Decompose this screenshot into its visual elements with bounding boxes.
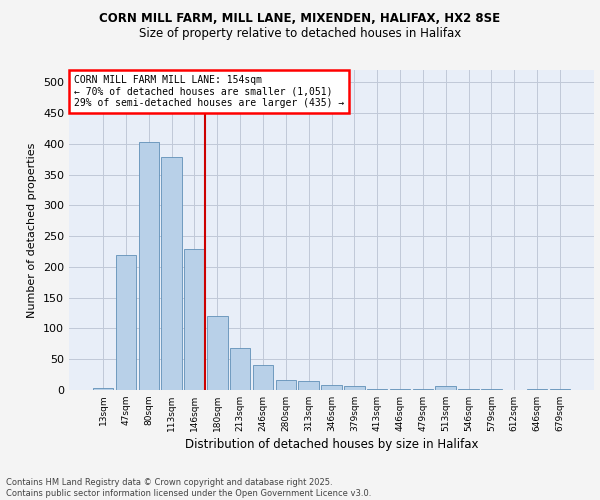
Text: CORN MILL FARM, MILL LANE, MIXENDEN, HALIFAX, HX2 8SE: CORN MILL FARM, MILL LANE, MIXENDEN, HAL… <box>100 12 500 26</box>
Bar <box>161 158 182 390</box>
Bar <box>550 389 570 390</box>
Bar <box>436 386 456 390</box>
Text: CORN MILL FARM MILL LANE: 154sqm
← 70% of detached houses are smaller (1,051)
29: CORN MILL FARM MILL LANE: 154sqm ← 70% o… <box>74 75 344 108</box>
Y-axis label: Number of detached properties: Number of detached properties <box>28 142 37 318</box>
Bar <box>344 386 365 390</box>
Bar <box>207 316 227 390</box>
X-axis label: Distribution of detached houses by size in Halifax: Distribution of detached houses by size … <box>185 438 478 451</box>
Bar <box>116 254 136 390</box>
Text: Contains HM Land Registry data © Crown copyright and database right 2025.
Contai: Contains HM Land Registry data © Crown c… <box>6 478 371 498</box>
Bar <box>93 388 113 390</box>
Text: Size of property relative to detached houses in Halifax: Size of property relative to detached ho… <box>139 28 461 40</box>
Bar <box>458 389 479 390</box>
Bar <box>321 385 342 390</box>
Bar <box>139 142 159 390</box>
Bar <box>298 382 319 390</box>
Bar <box>184 249 205 390</box>
Bar <box>230 348 250 390</box>
Bar <box>275 380 296 390</box>
Bar <box>253 366 273 390</box>
